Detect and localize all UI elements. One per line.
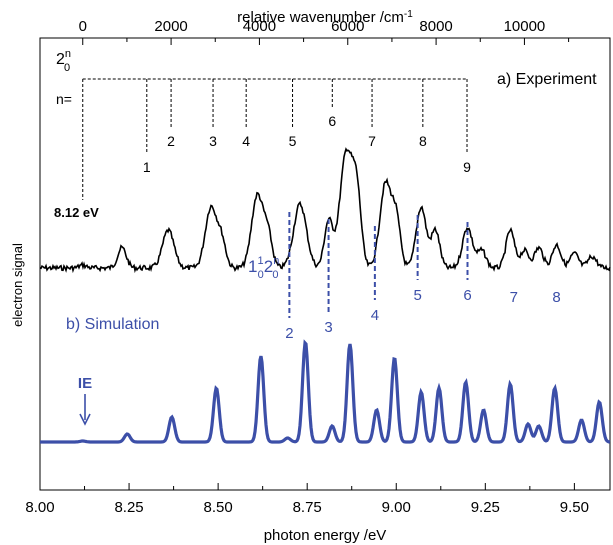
- progression-label-main: 2: [56, 51, 65, 68]
- comb-number: 2: [167, 133, 175, 149]
- combination-band-label-2-sup: n: [273, 255, 279, 267]
- comb-number: 6: [328, 113, 336, 129]
- bottom-axis-ticks: 8.00 8.25 8.50 8.75 9.00 9.25 9.50: [25, 483, 589, 516]
- ie-label: IE: [78, 375, 92, 392]
- x-tick-label: 8.00: [25, 499, 54, 516]
- x-tick-label: 9.00: [382, 499, 411, 516]
- top-axis-label-exponent: -1: [404, 9, 413, 20]
- combination-marker-number: 4: [371, 307, 379, 324]
- progression-label-sup: n: [65, 48, 71, 60]
- ie-arrow-head-icon: [79, 413, 91, 426]
- combination-marker-number: 3: [324, 319, 332, 336]
- simulation-spectrum-line: [40, 339, 611, 444]
- top-tick-label: 6000: [331, 18, 364, 35]
- combination-marker-number: 6: [463, 287, 471, 304]
- top-axis-ticks: 0 2000 4000 6000 8000 10000: [79, 18, 570, 45]
- top-axis-label-text: relative wavenumber /cm: [237, 9, 404, 26]
- comb-number: 8: [419, 133, 427, 149]
- x-tick-label: 9.50: [560, 499, 589, 516]
- combination-band-label: 11 02n 0: [248, 255, 279, 281]
- progression-comb: 12 3 4 5 6 7 8 9: [82, 78, 471, 200]
- combination-marker-number: 5: [413, 287, 421, 304]
- x-tick-label: 8.25: [114, 499, 143, 516]
- panel-b-label: b) Simulation: [66, 316, 159, 333]
- combination-band-label-1-sub: 0: [258, 269, 264, 281]
- combination-band-markers: 2 3 4 5 6 7 8: [285, 212, 561, 342]
- comb-number: 4: [242, 133, 250, 149]
- comb-number: 1: [143, 159, 151, 175]
- comb-number: 9: [463, 159, 471, 175]
- top-tick-label: 2000: [154, 18, 187, 35]
- x-axis-label: photon energy /eV: [264, 527, 387, 544]
- combination-marker-number: 7: [510, 289, 518, 306]
- top-tick-label: 10000: [504, 18, 546, 35]
- x-tick-label: 8.50: [204, 499, 233, 516]
- combination-band-label-2-sub: 0: [272, 269, 278, 281]
- n-equals-label: n=: [56, 91, 72, 107]
- combination-marker-number: 2: [285, 325, 293, 342]
- top-tick-label: 8000: [419, 18, 452, 35]
- experiment-spectrum-line: [39, 147, 611, 274]
- x-tick-label: 8.75: [293, 499, 322, 516]
- combination-marker-number: 8: [552, 289, 560, 306]
- progression-label-sub: 0: [64, 62, 70, 74]
- comb-number: 3: [209, 133, 217, 149]
- panel-a-label: a) Experiment: [497, 71, 597, 88]
- progression-label: 2n 0: [56, 48, 71, 74]
- top-tick-label: 0: [79, 18, 87, 35]
- y-axis-label: electron signal: [10, 243, 25, 327]
- comb-number: 7: [368, 133, 376, 149]
- combination-band-label-1-sup: 1: [257, 255, 263, 267]
- origin-energy-label: 8.12 eV: [54, 205, 99, 220]
- comb-number: 5: [289, 133, 297, 149]
- top-tick-label: 4000: [243, 18, 276, 35]
- plot-frame: [39, 37, 611, 491]
- combination-band-label-2: 2: [264, 257, 273, 276]
- combination-band-label-1: 1: [248, 257, 257, 276]
- x-tick-label: 9.25: [471, 499, 500, 516]
- top-axis-label: relative wavenumber /cm-1: [237, 9, 413, 26]
